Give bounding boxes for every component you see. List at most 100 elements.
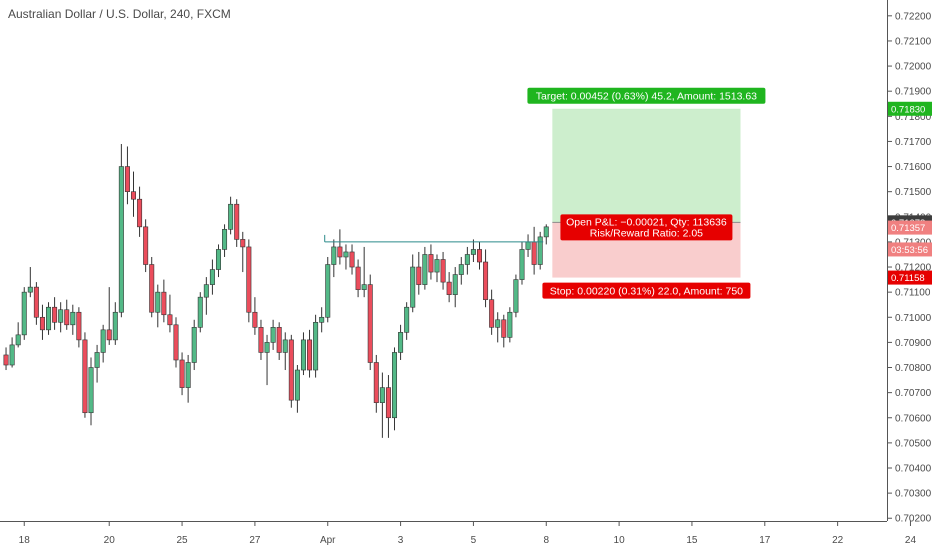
candle xyxy=(9,337,15,368)
candle-body xyxy=(398,332,404,353)
candle xyxy=(288,334,294,408)
candle xyxy=(88,357,94,426)
candle-body xyxy=(33,286,39,318)
candle-body xyxy=(404,306,410,333)
candle xyxy=(446,272,452,303)
stop-label-text: Stop: 0.00220 (0.31%) 22.0, Amount: 750 xyxy=(550,285,743,297)
x-tick-label: Apr xyxy=(320,535,336,546)
y-tick-label: 0.71700 xyxy=(895,137,932,148)
price-axis-label: 0.71158 xyxy=(888,270,932,285)
candle xyxy=(434,254,440,283)
candle-body xyxy=(501,319,507,338)
candle-body xyxy=(513,279,519,313)
candle xyxy=(361,246,367,298)
price-axis-label-box xyxy=(888,101,932,116)
candle xyxy=(124,146,130,205)
candle-body xyxy=(373,362,379,403)
x-tick-label: 5 xyxy=(471,535,477,546)
stop-label-box xyxy=(542,282,751,299)
candle-body xyxy=(385,387,391,419)
candle xyxy=(343,244,349,270)
candle xyxy=(525,234,531,257)
y-tick-label: 0.71600 xyxy=(895,162,932,173)
candle-body xyxy=(282,339,288,353)
candle xyxy=(240,231,246,273)
y-tick-label: 0.72200 xyxy=(895,11,932,22)
target-zone xyxy=(552,108,741,223)
candle-body xyxy=(464,254,470,265)
candle-body xyxy=(288,339,294,401)
candle-body xyxy=(537,236,543,265)
candle-body xyxy=(519,249,525,280)
candle xyxy=(319,307,325,333)
candle-body xyxy=(452,274,458,295)
candle xyxy=(100,324,106,363)
open-pnl-label-box xyxy=(560,214,733,241)
candle xyxy=(483,249,489,308)
candle xyxy=(452,267,458,308)
open-pnl-label: Open P&L: −0.00021, Qty: 113636Risk/Rewa… xyxy=(560,214,733,241)
candle xyxy=(258,319,264,360)
candle xyxy=(276,322,282,360)
candle xyxy=(355,259,361,298)
candle-body xyxy=(355,266,361,290)
candle xyxy=(58,302,64,333)
candle xyxy=(3,347,9,371)
candle xyxy=(161,279,167,323)
candle xyxy=(300,332,306,376)
candle-body xyxy=(319,316,325,323)
candle xyxy=(252,297,258,335)
candle-body xyxy=(234,203,240,240)
y-ticks: 0.70200 0.70300 0.70400 0.70500 0.70600 0.707… xyxy=(887,11,932,525)
candle xyxy=(507,307,513,343)
target-label-text: Target: 0.00452 (0.63%) 45.2, Amount: 15… xyxy=(536,91,757,103)
candle xyxy=(531,226,537,275)
candle xyxy=(143,219,149,273)
candle xyxy=(495,312,501,343)
axes xyxy=(0,0,888,522)
candle-body xyxy=(9,344,15,366)
candle-body xyxy=(124,166,130,192)
x-tick-label: 20 xyxy=(104,535,116,546)
candle xyxy=(15,322,21,348)
y-tick-label: 0.72100 xyxy=(895,36,932,47)
candle-body xyxy=(222,229,228,250)
candle xyxy=(33,282,39,325)
candle-body xyxy=(300,339,306,371)
candle-body xyxy=(185,362,191,388)
candle xyxy=(222,224,228,257)
candle-body xyxy=(179,359,185,388)
candle-body xyxy=(131,191,137,200)
candle-body xyxy=(416,266,422,285)
stop-label: Stop: 0.00220 (0.31%) 22.0, Amount: 750 xyxy=(542,282,751,299)
candle xyxy=(112,302,118,345)
open-pnl-label-text: Risk/Reward Ratio: 2.05 xyxy=(590,228,703,240)
candle-body xyxy=(64,309,70,326)
x-tick-label: 18 xyxy=(19,535,31,546)
candle xyxy=(337,229,343,265)
candle-body xyxy=(325,264,331,318)
candle-body xyxy=(191,327,197,363)
candle-body xyxy=(458,264,464,275)
candle-body xyxy=(106,329,112,341)
candle xyxy=(131,171,137,217)
candle-body xyxy=(361,284,367,290)
candle-body xyxy=(258,327,264,353)
candle-body xyxy=(422,254,428,285)
chart-title: Australian Dollar / U.S. Dollar, 240, FX… xyxy=(8,7,231,21)
candle xyxy=(282,332,288,371)
candle-body xyxy=(240,239,246,248)
candle xyxy=(21,287,27,340)
price-axis-label-text: 0.71158 xyxy=(891,273,925,284)
candle xyxy=(416,251,422,295)
candle-body xyxy=(495,319,501,328)
x-tick-label: 24 xyxy=(905,535,917,546)
x-tick-label: 8 xyxy=(543,535,549,546)
candle xyxy=(106,287,112,345)
price-axis-label-box xyxy=(888,242,932,257)
candle xyxy=(64,299,70,330)
candle-body xyxy=(143,226,149,265)
